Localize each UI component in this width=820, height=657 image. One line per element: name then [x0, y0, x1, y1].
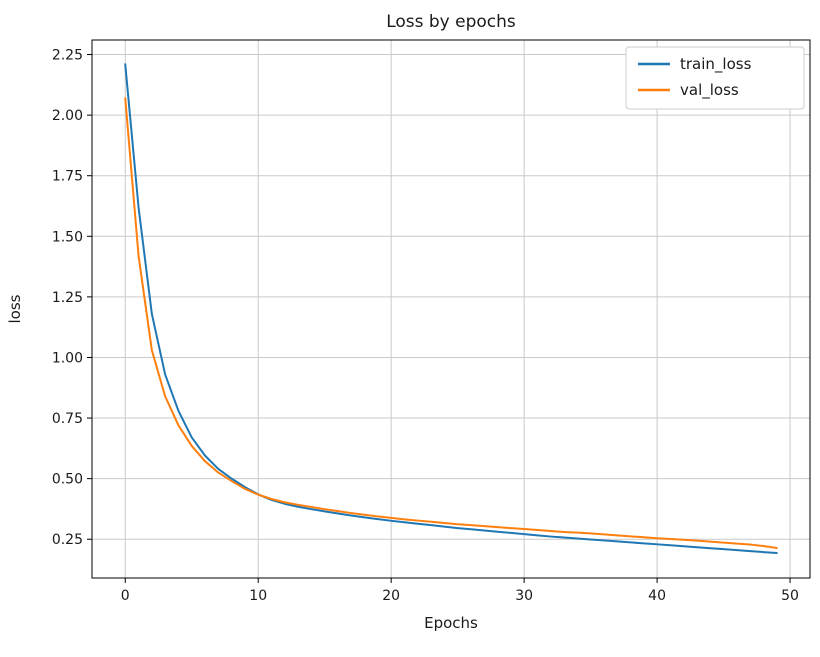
x-tick-label: 20	[382, 588, 400, 604]
legend-label-val_loss: val_loss	[680, 81, 739, 100]
y-tick-label: 0.50	[52, 472, 83, 488]
y-tick-label: 1.50	[52, 229, 83, 245]
y-tick-label: 2.00	[52, 108, 83, 124]
legend: train_loss val_loss	[625, 46, 805, 110]
x-tick-label: 10	[249, 588, 267, 604]
series-line-val_loss	[124, 97, 778, 549]
x-tick-label: 50	[781, 588, 799, 604]
x-tick-label: 30	[515, 588, 533, 604]
y-tick-label: 1.75	[52, 169, 83, 185]
y-tick-label: 2.25	[52, 48, 83, 64]
y-axis-label: loss	[6, 294, 24, 323]
axis-ticks	[87, 54, 791, 583]
plot-border	[91, 39, 811, 579]
series-lines	[124, 63, 778, 555]
y-tick-label: 1.00	[52, 350, 83, 366]
x-tick-label: 40	[648, 588, 666, 604]
gridlines	[92, 40, 810, 578]
series-line-train_loss	[124, 63, 778, 555]
legend-box	[625, 46, 805, 110]
chart-title: Loss by epochs	[386, 12, 516, 32]
axis-tick-labels: 0 10 20 30 40 50 0.25 0.50 0.75 1.00 1.25 1.50 1.75 2…	[52, 48, 799, 604]
legend-label-train_loss: train_loss	[680, 55, 752, 74]
plot-border-rect	[91, 39, 811, 579]
y-tick-label: 0.25	[52, 532, 83, 548]
x-tick-label: 0	[121, 588, 130, 604]
y-tick-label: 1.25	[52, 290, 83, 306]
y-tick-label: 0.75	[52, 411, 83, 427]
x-axis-label: Epochs	[424, 614, 478, 632]
